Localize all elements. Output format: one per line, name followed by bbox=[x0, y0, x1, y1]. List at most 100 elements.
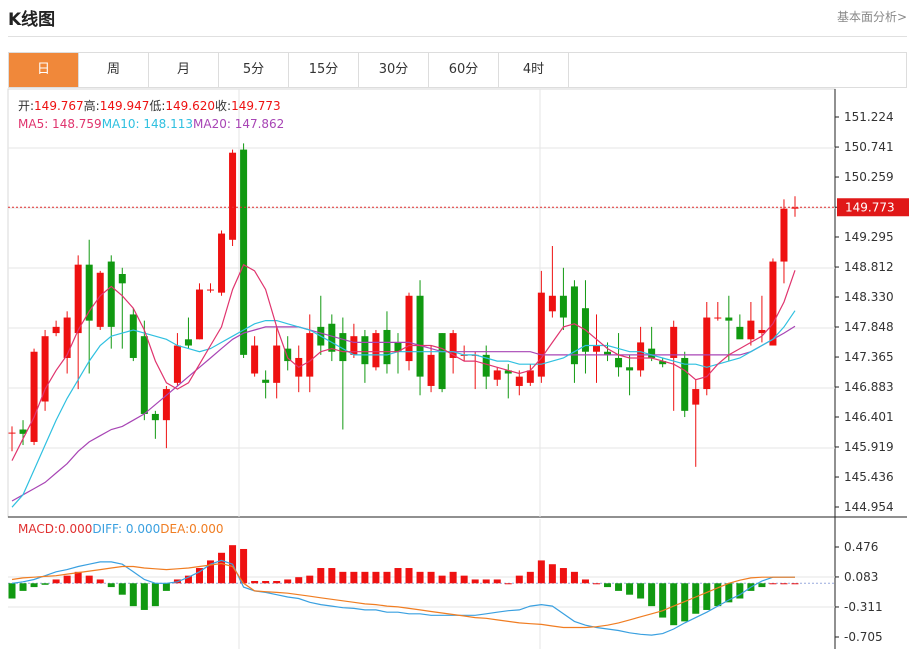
candle-down bbox=[736, 326, 744, 340]
tab-month[interactable]: 月 bbox=[149, 53, 219, 87]
macd-bar bbox=[107, 583, 115, 588]
macd-bar bbox=[416, 571, 424, 584]
price-tick-label: 147.365 bbox=[844, 350, 894, 364]
macd-bar bbox=[52, 579, 60, 584]
candle-down bbox=[482, 354, 490, 377]
candle-down bbox=[394, 342, 402, 352]
macd-bar bbox=[19, 583, 27, 591]
ma5-value: MA5: 148.759 bbox=[18, 117, 102, 131]
macd-bar bbox=[218, 552, 226, 584]
tab-15min[interactable]: 15分 bbox=[289, 53, 359, 87]
candle-down bbox=[559, 295, 567, 318]
macd-bar bbox=[96, 579, 104, 584]
dea-line bbox=[11, 562, 795, 629]
macd-bar bbox=[493, 579, 501, 584]
ma20-value: MA20: 147.862 bbox=[193, 117, 284, 131]
macd-bar bbox=[427, 571, 435, 584]
macd-bar bbox=[482, 579, 490, 584]
header: K线图 基本面分析> bbox=[0, 0, 913, 36]
price-tick-label: 149.295 bbox=[844, 230, 894, 244]
macd-bar bbox=[449, 571, 457, 584]
diff-value: DIFF: 0.000 bbox=[92, 522, 160, 536]
macd-bar bbox=[361, 571, 369, 584]
candle-up bbox=[173, 345, 181, 383]
macd-bar bbox=[648, 583, 656, 607]
macd-bar bbox=[85, 575, 93, 584]
tab-5min[interactable]: 5分 bbox=[219, 53, 289, 87]
candle-down bbox=[725, 317, 733, 321]
candle-up bbox=[758, 329, 766, 334]
macd-bar bbox=[350, 571, 358, 584]
macd-tick-label: 0.083 bbox=[844, 570, 878, 584]
open-value: 149.767 bbox=[34, 99, 84, 113]
price-tick-label: 145.919 bbox=[844, 440, 894, 454]
macd-bar bbox=[559, 568, 567, 584]
high-value: 149.947 bbox=[100, 99, 150, 113]
candle-up bbox=[637, 342, 645, 371]
macd-bar bbox=[438, 575, 446, 584]
ma10-line bbox=[11, 310, 796, 508]
macd-bar bbox=[581, 579, 589, 584]
candle-up bbox=[207, 289, 215, 291]
candle-down bbox=[504, 370, 512, 374]
candle-up bbox=[714, 317, 722, 319]
candle-up bbox=[52, 326, 60, 334]
candle-down bbox=[151, 413, 159, 421]
candle-down bbox=[361, 336, 369, 365]
tab-4hour[interactable]: 4时 bbox=[499, 53, 569, 87]
price-tick-label: 150.259 bbox=[844, 170, 894, 184]
candle-down bbox=[626, 367, 634, 371]
price-tick-label: 145.436 bbox=[844, 470, 894, 484]
macd-bar bbox=[504, 583, 512, 585]
high-label: 高: bbox=[84, 98, 100, 113]
candle-down bbox=[604, 351, 612, 355]
candle-up bbox=[30, 351, 38, 442]
candle-down bbox=[19, 429, 27, 434]
candle-down bbox=[140, 336, 148, 414]
price-tick-label: 148.812 bbox=[844, 260, 894, 274]
macd-bar bbox=[151, 583, 159, 607]
macd-bar bbox=[592, 583, 600, 585]
macd-bar bbox=[63, 575, 71, 584]
fundamental-analysis-link[interactable]: 基本面分析> bbox=[836, 10, 907, 24]
macd-bar bbox=[758, 583, 766, 588]
macd-bar bbox=[118, 583, 126, 595]
candle-up bbox=[41, 336, 49, 402]
candle-up bbox=[162, 389, 170, 421]
candle-down bbox=[648, 348, 656, 358]
candle-up bbox=[218, 233, 226, 293]
macd-bar bbox=[317, 568, 325, 584]
macd-bar bbox=[736, 583, 744, 599]
macd-bar bbox=[692, 583, 700, 614]
macd-bar bbox=[328, 568, 336, 584]
macd-bar bbox=[515, 575, 523, 584]
macd-bar bbox=[471, 579, 479, 584]
macd-bar bbox=[383, 571, 391, 584]
candle-up bbox=[780, 208, 788, 262]
ma20-line bbox=[11, 325, 796, 502]
macd-bar bbox=[251, 580, 259, 584]
candle-up bbox=[548, 295, 556, 312]
macd-bar bbox=[162, 583, 170, 591]
candle-up bbox=[96, 272, 104, 327]
macd-bar bbox=[129, 583, 137, 607]
dea-value: DEA:0.000 bbox=[160, 522, 223, 536]
macd-bar bbox=[769, 583, 777, 585]
tab-day[interactable]: 日 bbox=[9, 53, 79, 87]
candle-up bbox=[449, 333, 457, 358]
tab-60min[interactable]: 60分 bbox=[429, 53, 499, 87]
candle-up bbox=[251, 345, 259, 374]
macd-bar bbox=[703, 583, 711, 610]
open-label: 开: bbox=[18, 99, 34, 113]
macd-bar bbox=[339, 571, 347, 584]
last-price-label: 149.773 bbox=[845, 200, 895, 214]
candle-up bbox=[273, 345, 281, 383]
price-tick-label: 144.954 bbox=[844, 500, 894, 514]
tab-week[interactable]: 周 bbox=[79, 53, 149, 87]
macd-bar bbox=[8, 583, 16, 599]
tab-30min[interactable]: 30分 bbox=[359, 53, 429, 87]
macd-bar bbox=[262, 580, 270, 584]
macd-bar bbox=[74, 571, 82, 584]
candle-down bbox=[262, 379, 270, 383]
